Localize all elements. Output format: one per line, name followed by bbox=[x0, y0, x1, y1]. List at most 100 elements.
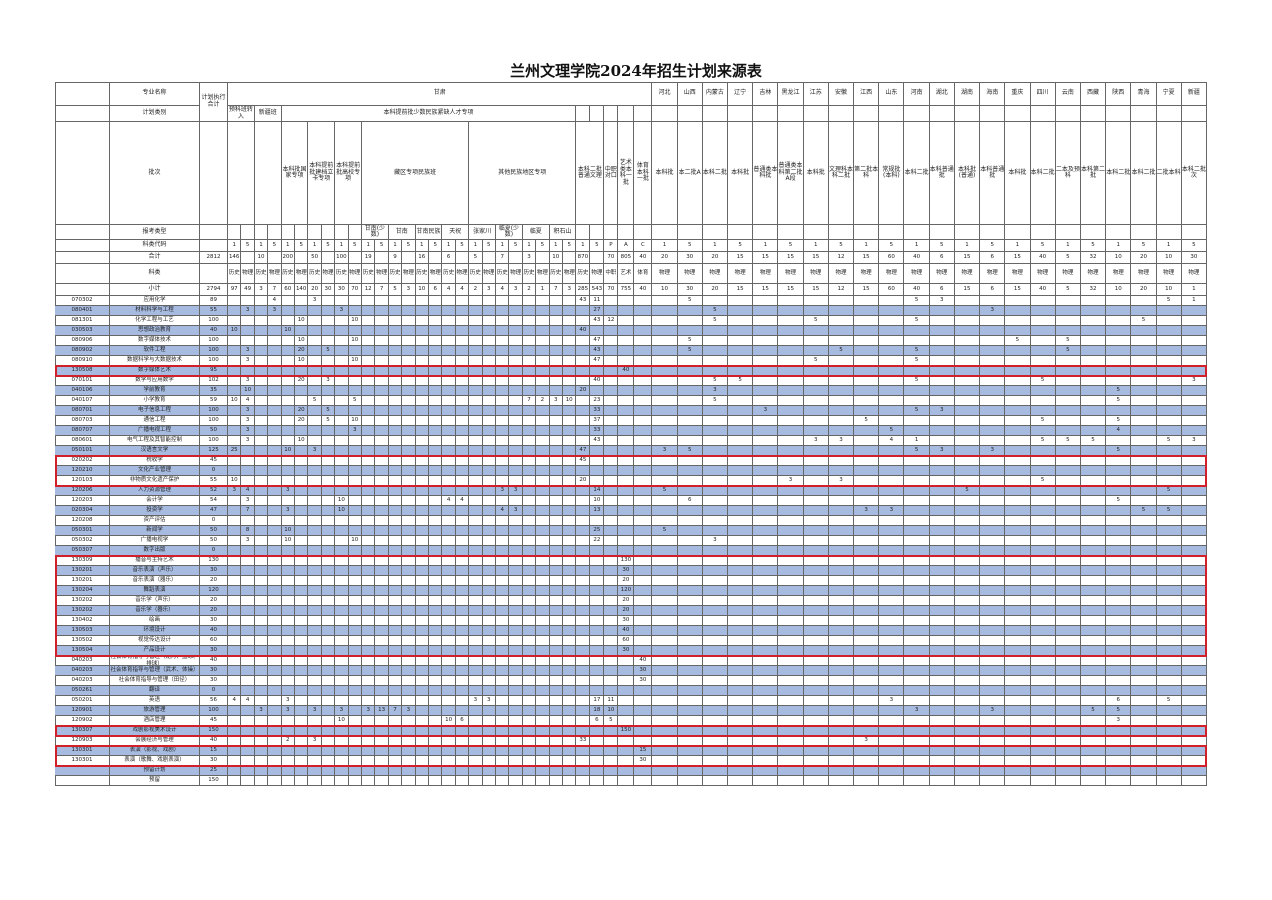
plan-cell bbox=[509, 586, 523, 596]
plan-cell bbox=[308, 526, 322, 536]
plan-cell bbox=[828, 506, 855, 516]
plan-cell bbox=[455, 376, 470, 386]
plan-cell bbox=[469, 396, 483, 406]
plan-cell bbox=[254, 766, 269, 776]
plan-cell bbox=[980, 656, 1006, 666]
plan-cell bbox=[1131, 656, 1157, 666]
plan-cell bbox=[469, 676, 483, 686]
plan-cell bbox=[879, 526, 905, 536]
plan-cell bbox=[415, 306, 429, 316]
plan-cell bbox=[753, 666, 779, 676]
plan-cell bbox=[496, 696, 510, 706]
subtotal-cell: 6 bbox=[929, 284, 955, 296]
plan-cell bbox=[563, 486, 577, 496]
major-name: 英语 bbox=[110, 696, 200, 706]
region: 辽宁 bbox=[728, 82, 754, 106]
plan-cell bbox=[388, 516, 403, 526]
plan-cell bbox=[415, 556, 429, 566]
major-name: 文化产业管理 bbox=[110, 466, 200, 476]
plan-cell bbox=[854, 316, 880, 326]
plan-total: 30 bbox=[200, 676, 228, 686]
plan-cell bbox=[980, 506, 1006, 516]
plan-cell bbox=[563, 416, 577, 426]
plan-cell bbox=[469, 326, 483, 336]
plan-cell bbox=[677, 696, 703, 706]
plan-cell bbox=[828, 426, 855, 436]
plan-cell bbox=[268, 436, 282, 446]
plan-cell bbox=[268, 766, 282, 776]
plan-cell: 10 bbox=[228, 326, 242, 336]
plan-cell bbox=[1005, 576, 1031, 586]
plan-cell bbox=[576, 696, 591, 706]
plan-cell bbox=[388, 296, 403, 306]
plan-cell bbox=[549, 376, 563, 386]
plan-cell bbox=[1181, 326, 1207, 336]
plan-cell bbox=[429, 376, 443, 386]
plan-cell bbox=[415, 456, 429, 466]
plan-cell bbox=[241, 766, 255, 776]
plan-cell bbox=[268, 346, 282, 356]
plan-cell bbox=[728, 576, 754, 586]
plan-cell bbox=[879, 406, 905, 416]
plan-cell: 11 bbox=[604, 696, 619, 706]
plan-cell bbox=[415, 416, 429, 426]
plan-cell bbox=[348, 386, 362, 396]
plan-cell bbox=[980, 496, 1006, 506]
plan-cell bbox=[536, 556, 550, 566]
plan-cell bbox=[1156, 516, 1182, 526]
plan-cell bbox=[677, 486, 703, 496]
plan-cell bbox=[388, 586, 403, 596]
plan-cell bbox=[618, 346, 635, 356]
plan-cell bbox=[469, 386, 483, 396]
plan-cell bbox=[753, 676, 779, 686]
plan-cell: 5 bbox=[803, 316, 829, 326]
plan-cell bbox=[429, 296, 443, 306]
plan-cell bbox=[778, 426, 804, 436]
plan-cell bbox=[469, 406, 483, 416]
plan-cell bbox=[522, 576, 537, 586]
plan-cell bbox=[1030, 316, 1056, 326]
subject: 物理 bbox=[536, 264, 550, 284]
plan-cell bbox=[1131, 706, 1157, 716]
plan-cell bbox=[362, 676, 376, 686]
plan-cell bbox=[702, 466, 729, 476]
subtotal-cell: 40 bbox=[904, 284, 930, 296]
plan-cell bbox=[429, 556, 443, 566]
plan-cell bbox=[348, 566, 362, 576]
plan-cell bbox=[509, 526, 523, 536]
plan-cell bbox=[469, 556, 483, 566]
plan-cell bbox=[778, 686, 804, 696]
plan-cell bbox=[1080, 776, 1107, 786]
plan-cell bbox=[590, 566, 605, 576]
plan-cell bbox=[652, 536, 678, 546]
batch: 本科提前批高校专项 bbox=[335, 122, 362, 225]
plan-cell: 5 bbox=[1055, 346, 1081, 356]
batch: 本科批(普通) bbox=[954, 122, 981, 225]
plan-cell bbox=[1181, 406, 1207, 416]
plan-cell: 4 bbox=[268, 296, 282, 306]
plan-cell bbox=[702, 556, 729, 566]
plan-cell bbox=[321, 766, 336, 776]
plan-cell bbox=[753, 776, 779, 786]
plan-cell bbox=[415, 466, 429, 476]
plan-total: 120 bbox=[200, 586, 228, 596]
plan-cell bbox=[549, 706, 563, 716]
plan-cell bbox=[295, 676, 309, 686]
batch: 本科批 bbox=[652, 122, 678, 225]
plan-cell bbox=[904, 696, 930, 706]
plan-cell bbox=[1181, 506, 1207, 516]
plan-cell bbox=[1106, 436, 1132, 446]
plan-cell: 20 bbox=[295, 376, 309, 386]
plan-cell bbox=[828, 576, 855, 586]
subject-code: C bbox=[634, 240, 653, 252]
plan-cell bbox=[321, 336, 336, 346]
plan-cell bbox=[929, 426, 955, 436]
subject-code: 5 bbox=[1030, 240, 1056, 252]
plan-cell bbox=[228, 466, 242, 476]
plan-cell bbox=[728, 706, 754, 716]
plan-cell bbox=[388, 306, 403, 316]
plan-cell bbox=[1181, 696, 1207, 706]
blank bbox=[753, 225, 779, 240]
plan-cell bbox=[576, 676, 591, 686]
plan-cell bbox=[563, 656, 577, 666]
